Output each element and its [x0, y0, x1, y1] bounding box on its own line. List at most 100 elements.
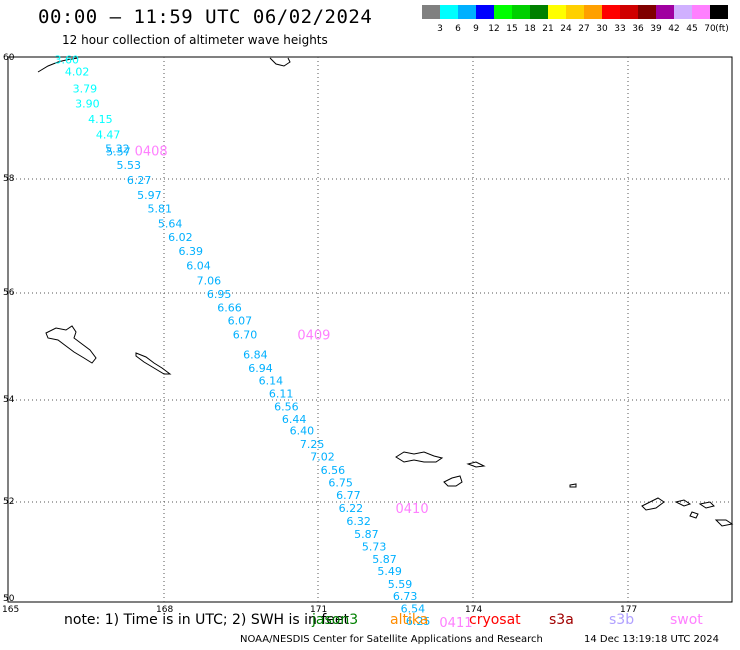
lat-tick-label: 60 — [3, 53, 15, 63]
wave-height-reading: 7.02 — [310, 451, 335, 464]
colorbar-swatch — [566, 5, 584, 19]
wave-height-reading: 6.40 — [290, 425, 315, 438]
wave-height-reading: 6.02 — [168, 231, 193, 244]
pass-time-labels: 0408 0409 0410 0411 — [135, 144, 473, 631]
colorbar-swatch — [620, 5, 638, 19]
colorbar-swatch — [530, 5, 548, 19]
wave-height-reading: 5.81 — [148, 203, 173, 216]
wave-height-reading: 6.94 — [248, 362, 273, 375]
colorbar-label: 39 — [650, 24, 662, 34]
colorbar-swatch — [710, 5, 728, 19]
wave-height-reading: 6.73 — [393, 590, 418, 603]
wave-height-reading: 6.56 — [321, 464, 346, 477]
wave-height-reading: 6.07 — [228, 314, 253, 327]
island-f — [714, 519, 734, 527]
island-a — [466, 461, 486, 468]
units-note: note: 1) Time is in UTC; 2) SWH is in fe… — [64, 612, 350, 628]
wave-height-reading: 6.27 — [127, 174, 152, 187]
lat-tick-label: 50 — [3, 594, 15, 604]
colorbar-swatch — [602, 5, 620, 19]
island-d — [674, 499, 692, 507]
island-e — [698, 501, 715, 509]
generated-timestamp: 14 Dec 13:19:18 UTC 2024 — [584, 634, 719, 645]
wave-height-reading: 5.73 — [362, 541, 387, 554]
lat-tick-label: 56 — [3, 288, 15, 298]
wave-height-reading: 6.04 — [186, 260, 211, 273]
satellite-s3b: s3b — [609, 612, 635, 628]
wave-height-reading: 7.06 — [197, 274, 222, 287]
colorbar-swatch — [548, 5, 566, 19]
pass-time-label: 0411 — [439, 616, 472, 631]
lat-axis: 60 58 56 54 52 50 — [3, 53, 15, 604]
colorbar-swatch — [512, 5, 530, 19]
map-frame — [7, 56, 733, 603]
wave-height-reading: 6.39 — [179, 245, 204, 258]
pass-time-label: 0408 — [135, 144, 168, 159]
lon-tick-label: 168 — [156, 605, 173, 615]
colorbar-label: 3 — [437, 24, 443, 34]
coastline-north-2 — [269, 57, 291, 67]
wave-height-reading: 5.32 — [105, 143, 130, 156]
wave-height-reading: 6.75 — [328, 477, 353, 490]
agattu-island — [443, 475, 463, 487]
lon-tick-label: 177 — [620, 605, 637, 615]
colorbar-swatch — [584, 5, 602, 19]
coastline-north-1 — [37, 57, 79, 73]
wave-height-reading: 3.79 — [73, 83, 98, 96]
wave-height-reading: 5.97 — [137, 189, 162, 202]
colorbar-swatch — [674, 5, 692, 19]
colorbar-label: 33 — [614, 24, 625, 34]
lon-tick-label: 165 — [2, 605, 19, 615]
island-c — [641, 497, 665, 511]
lat-tick-label: 52 — [3, 497, 14, 507]
colorbar-label: 18 — [524, 24, 536, 34]
wave-height-reading: 6.11 — [269, 388, 294, 401]
wave-height-reading: 5.57 — [106, 146, 130, 159]
pass-time-label: 0409 — [297, 329, 330, 344]
wave-height-reading: 5.53 — [117, 159, 142, 172]
wave-height-reading: 3.90 — [75, 97, 100, 110]
altimeter-track: 3.604.02 3.793.90 4.15 4.47 5.325.575.53 6.27… — [55, 53, 431, 628]
colorbar-swatch — [638, 5, 656, 19]
pass-time-label: 0410 — [396, 502, 429, 517]
wave-height-reading: 3.60 — [55, 53, 80, 66]
wave-height-reading: 5.49 — [377, 565, 402, 578]
colorbar-label: 24 — [560, 24, 572, 34]
satellite-s3a: s3a — [549, 612, 574, 628]
wave-height-reading: 5.64 — [158, 217, 183, 230]
lat-tick-label: 58 — [3, 174, 15, 184]
wave-height-reading: 5.87 — [372, 553, 397, 566]
wave-height-reading: 4.15 — [88, 113, 113, 126]
page-subtitle: 12 hour collection of altimeter wave hei… — [62, 33, 328, 47]
colorbar-label: 27 — [578, 24, 589, 34]
bering-island — [45, 325, 97, 364]
colorbar-swatch — [692, 5, 710, 19]
satellite-altika: altika — [390, 612, 429, 628]
wave-height-reading: 6.54 — [401, 603, 426, 616]
colorbar-label: 6 — [455, 24, 461, 34]
wave-height-reading: 6.14 — [259, 375, 284, 388]
wave-height-reading: 4.47 — [96, 128, 121, 141]
colorbar-label: 42 — [668, 24, 679, 34]
colorbar-label: 70 — [704, 24, 716, 34]
colorbar-swatch — [458, 5, 476, 19]
wave-height-reading: 4.02 — [65, 66, 90, 79]
island-g — [689, 511, 699, 519]
colorbar-label: 36 — [632, 24, 644, 34]
colorbar-label: 12 — [488, 24, 499, 34]
wave-height-reading: 5.87 — [354, 528, 379, 541]
coastlines — [37, 57, 734, 527]
island-b — [569, 483, 577, 488]
wave-height-reading: 6.25 — [406, 615, 431, 628]
colorbar-label: 30 — [596, 24, 608, 34]
colorbar-label: 45 — [686, 24, 697, 34]
wave-height-reading: 5.59 — [388, 578, 413, 591]
wave-height-reading: 6.56 — [274, 401, 299, 414]
wave-height-reading: 6.32 — [346, 515, 371, 528]
wave-height-reading: 6.77 — [336, 489, 361, 502]
satellite-jason3: jason3 — [312, 612, 359, 628]
wave-height-reading: 7.25 — [300, 438, 325, 451]
colorbar-label: (ft) — [715, 24, 729, 34]
medny-island — [135, 352, 172, 375]
